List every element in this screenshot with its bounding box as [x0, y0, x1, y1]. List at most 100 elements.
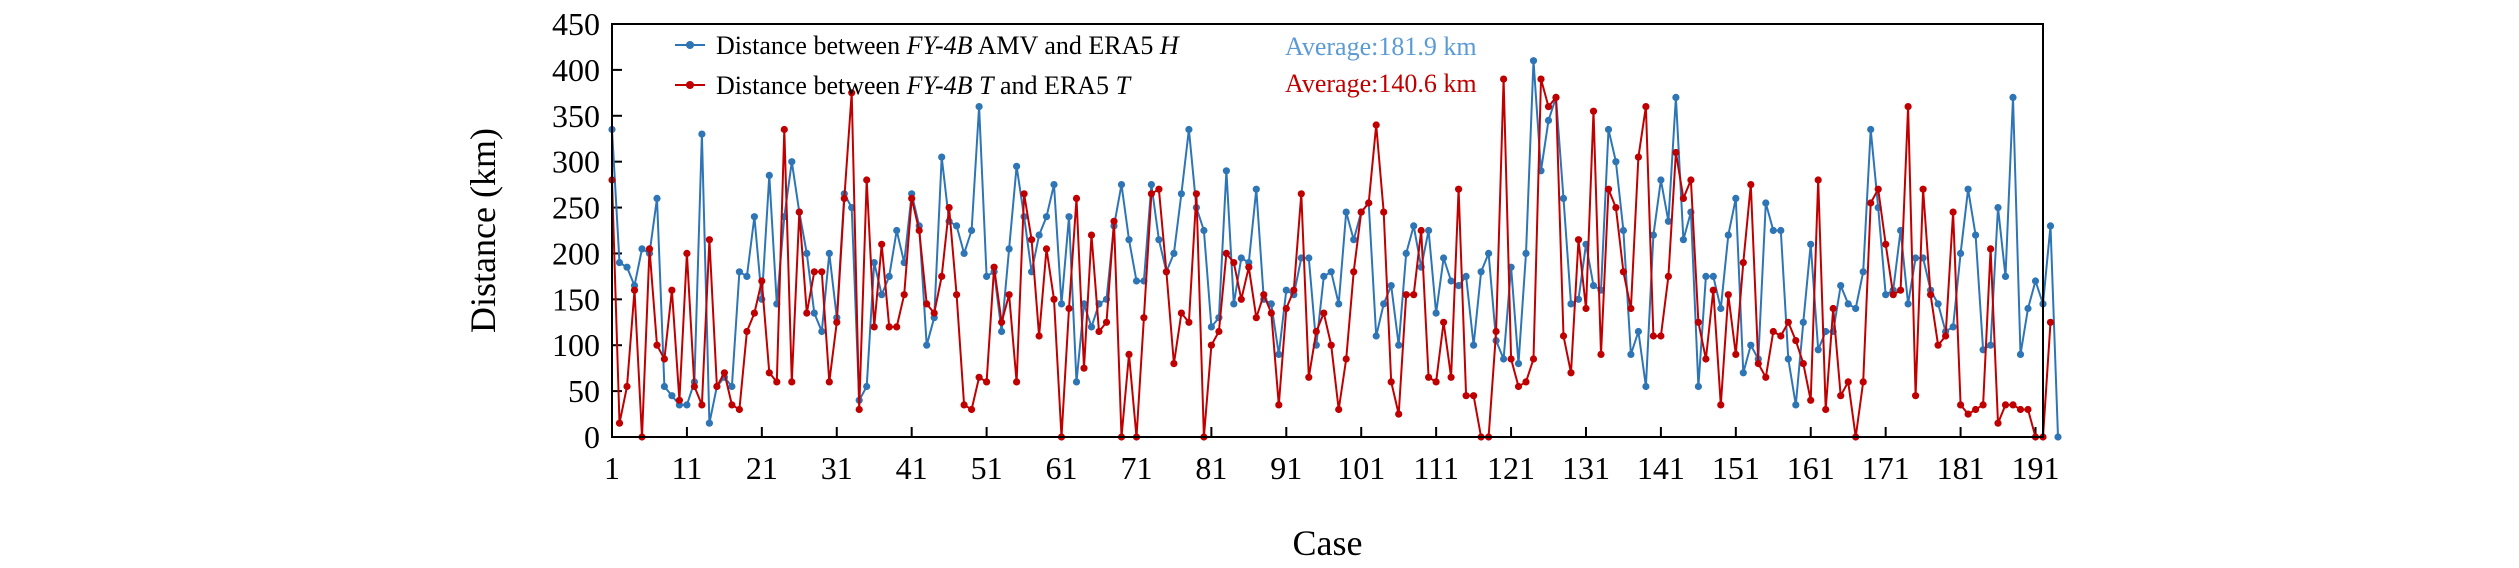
series-t-point — [803, 309, 811, 317]
series-amv-h-point — [1470, 341, 1478, 349]
series-amv-h-point — [638, 245, 646, 253]
series-amv-h-point — [1709, 272, 1717, 280]
x-tick-label: 71 — [1120, 450, 1152, 486]
series-t-point — [1949, 208, 1957, 216]
series-amv-h-point — [1634, 327, 1642, 336]
series-amv-h-point — [750, 213, 759, 221]
series-amv-h-point — [1604, 125, 1613, 134]
series-amv-h-point — [1447, 277, 1455, 285]
series-amv-h-point — [1994, 204, 2002, 212]
x-tick-label: 61 — [1046, 450, 1078, 486]
x-tick-label: 191 — [2012, 450, 2060, 486]
series-amv-h-line — [611, 59, 2059, 438]
series-t-point — [1095, 327, 1103, 336]
series-t-point — [825, 378, 833, 386]
series-t-point — [1500, 75, 1508, 83]
series-t-point — [1822, 405, 1830, 414]
series-amv-h-point — [1957, 249, 1965, 257]
series-t-point — [1942, 332, 1950, 340]
series-amv-h-point — [1402, 249, 1410, 257]
series-t-point — [1020, 190, 1028, 198]
series-t-point — [1799, 360, 1807, 368]
series-amv-h-point — [1859, 268, 1867, 276]
y-tick-label: 100 — [552, 327, 600, 363]
series-t-point — [788, 378, 796, 386]
series-t-point — [893, 323, 901, 331]
series-t-point — [885, 323, 893, 331]
series-amv-h-point — [983, 272, 991, 280]
y-tick-label: 450 — [552, 6, 600, 42]
series-t-point — [930, 309, 938, 317]
series-t-point — [1252, 314, 1260, 322]
series-amv-h-point — [1147, 181, 1155, 189]
series-t-point — [960, 401, 968, 409]
series-t-point — [1402, 291, 1410, 299]
series-t-point — [1927, 291, 1935, 299]
series-amv-h-point — [668, 392, 676, 400]
series-t-point — [1462, 392, 1470, 400]
y-tick-label: 400 — [552, 52, 600, 88]
series-amv-h-point — [1679, 236, 1687, 244]
y-tick-label: 200 — [552, 235, 600, 271]
series-t-point — [615, 419, 624, 427]
series-t-point — [1612, 204, 1620, 212]
series-amv-h-point — [1252, 185, 1260, 193]
series-amv-h-point — [953, 222, 961, 230]
series-amv-h-point — [1904, 300, 1912, 308]
series-t-point — [1342, 355, 1350, 363]
x-tick-label: 1 — [604, 450, 620, 486]
series-amv-h-point — [1050, 181, 1058, 189]
series-t-point — [750, 309, 759, 317]
series-t-point — [1514, 382, 1523, 391]
series-amv-h-point — [1042, 213, 1051, 221]
series-t-point — [2046, 318, 2055, 326]
series-t-point — [1844, 378, 1852, 386]
series-amv-h-point — [683, 401, 691, 409]
series-t-point — [1372, 121, 1380, 129]
y-tick-label: 50 — [568, 373, 600, 409]
series-amv-h-point — [1642, 382, 1650, 391]
series-t-point — [990, 263, 998, 271]
legend: Distance between FY-4B AMV and ERA5 H Dis… — [675, 31, 1180, 100]
series-amv-h-point — [1410, 222, 1418, 230]
series-amv-h-point — [1882, 291, 1890, 299]
series-t-point — [1762, 373, 1770, 381]
series-t-point — [1357, 208, 1365, 216]
series-amv-h-point — [810, 309, 818, 317]
series-amv-h-point — [1387, 282, 1395, 290]
series-t-point — [1320, 309, 1328, 317]
y-tick-label: 150 — [552, 281, 600, 317]
series-amv-h-point — [1237, 254, 1245, 262]
series-t-point — [1410, 291, 1418, 299]
series-t-point — [1050, 295, 1058, 303]
series-amv-h-point — [1739, 369, 1747, 377]
series-amv-h-point — [698, 130, 706, 138]
series-amv-h-point — [1912, 254, 1920, 262]
series-t-point — [1260, 291, 1268, 299]
series-t-point — [1110, 217, 1118, 225]
series-t-point — [1702, 355, 1710, 363]
x-tick-label: 81 — [1195, 450, 1227, 486]
series-t-point — [1215, 327, 1223, 336]
x-tick-label: 181 — [1937, 450, 1985, 486]
series-t-point — [1664, 272, 1672, 280]
series-amv-h-point — [1784, 355, 1792, 363]
series-amv-h-point — [1747, 341, 1755, 349]
series-t-point — [998, 318, 1006, 326]
series-t-point — [1919, 185, 1927, 193]
series-t-point — [1987, 245, 1995, 253]
series-amv-h-point — [1305, 254, 1313, 262]
x-tick-label: 131 — [1562, 450, 1610, 486]
series-amv-h-point — [998, 327, 1006, 336]
series-t-point — [908, 194, 916, 202]
series-t-point — [1387, 378, 1395, 386]
series-t-point — [1042, 245, 1051, 253]
series-amv-h-point — [1567, 300, 1575, 308]
series-t-point — [2016, 405, 2025, 414]
series-t-point — [1140, 314, 1148, 322]
series-amv-h-point — [1514, 360, 1523, 368]
series-t-point — [1170, 360, 1178, 368]
y-tick-label: 250 — [552, 190, 600, 226]
x-tick-label: 111 — [1413, 450, 1459, 486]
